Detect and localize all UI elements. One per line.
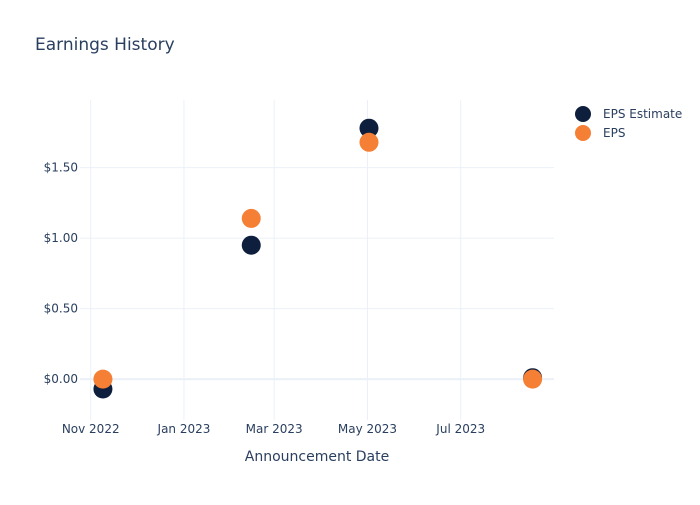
grid (80, 100, 554, 420)
x-axis-ticks: Nov 2022 Jan 2023 Mar 2023 May 2023 Jul 2023 (62, 422, 485, 436)
legend-item[interactable]: EPS Estimate (575, 106, 682, 122)
data-points (93, 118, 543, 399)
y-axis-ticks: $0.00 $0.50 $1.00 $1.50 (44, 161, 78, 386)
data-point[interactable] (359, 118, 379, 138)
legend-label: EPS Estimate (603, 107, 682, 121)
series-eps-estimate (93, 118, 543, 399)
x-axis-title: Announcement Date (245, 449, 389, 465)
data-point[interactable] (241, 208, 261, 228)
legend-item[interactable]: EPS (575, 125, 625, 141)
x-tick-label: Nov 2022 (62, 422, 120, 436)
chart-title: Earnings History (35, 35, 175, 55)
y-tick-label: $0.00 (44, 372, 78, 386)
y-tick-label: $0.50 (44, 302, 78, 316)
data-point[interactable] (241, 235, 261, 255)
x-tick-label: Jan 2023 (157, 422, 211, 436)
x-tick-label: Mar 2023 (246, 422, 303, 436)
legend[interactable]: EPS Estimate EPS (575, 106, 682, 141)
data-point[interactable] (93, 369, 113, 389)
y-tick-label: $1.00 (44, 231, 78, 245)
x-tick-label: May 2023 (338, 422, 397, 436)
data-point[interactable] (359, 132, 379, 152)
data-point[interactable] (523, 369, 543, 389)
legend-label: EPS (603, 126, 625, 140)
legend-marker (575, 125, 591, 141)
y-tick-label: $1.50 (44, 161, 78, 175)
legend-marker (575, 106, 591, 122)
x-tick-label: Jul 2023 (435, 422, 485, 436)
series-eps (93, 132, 543, 389)
